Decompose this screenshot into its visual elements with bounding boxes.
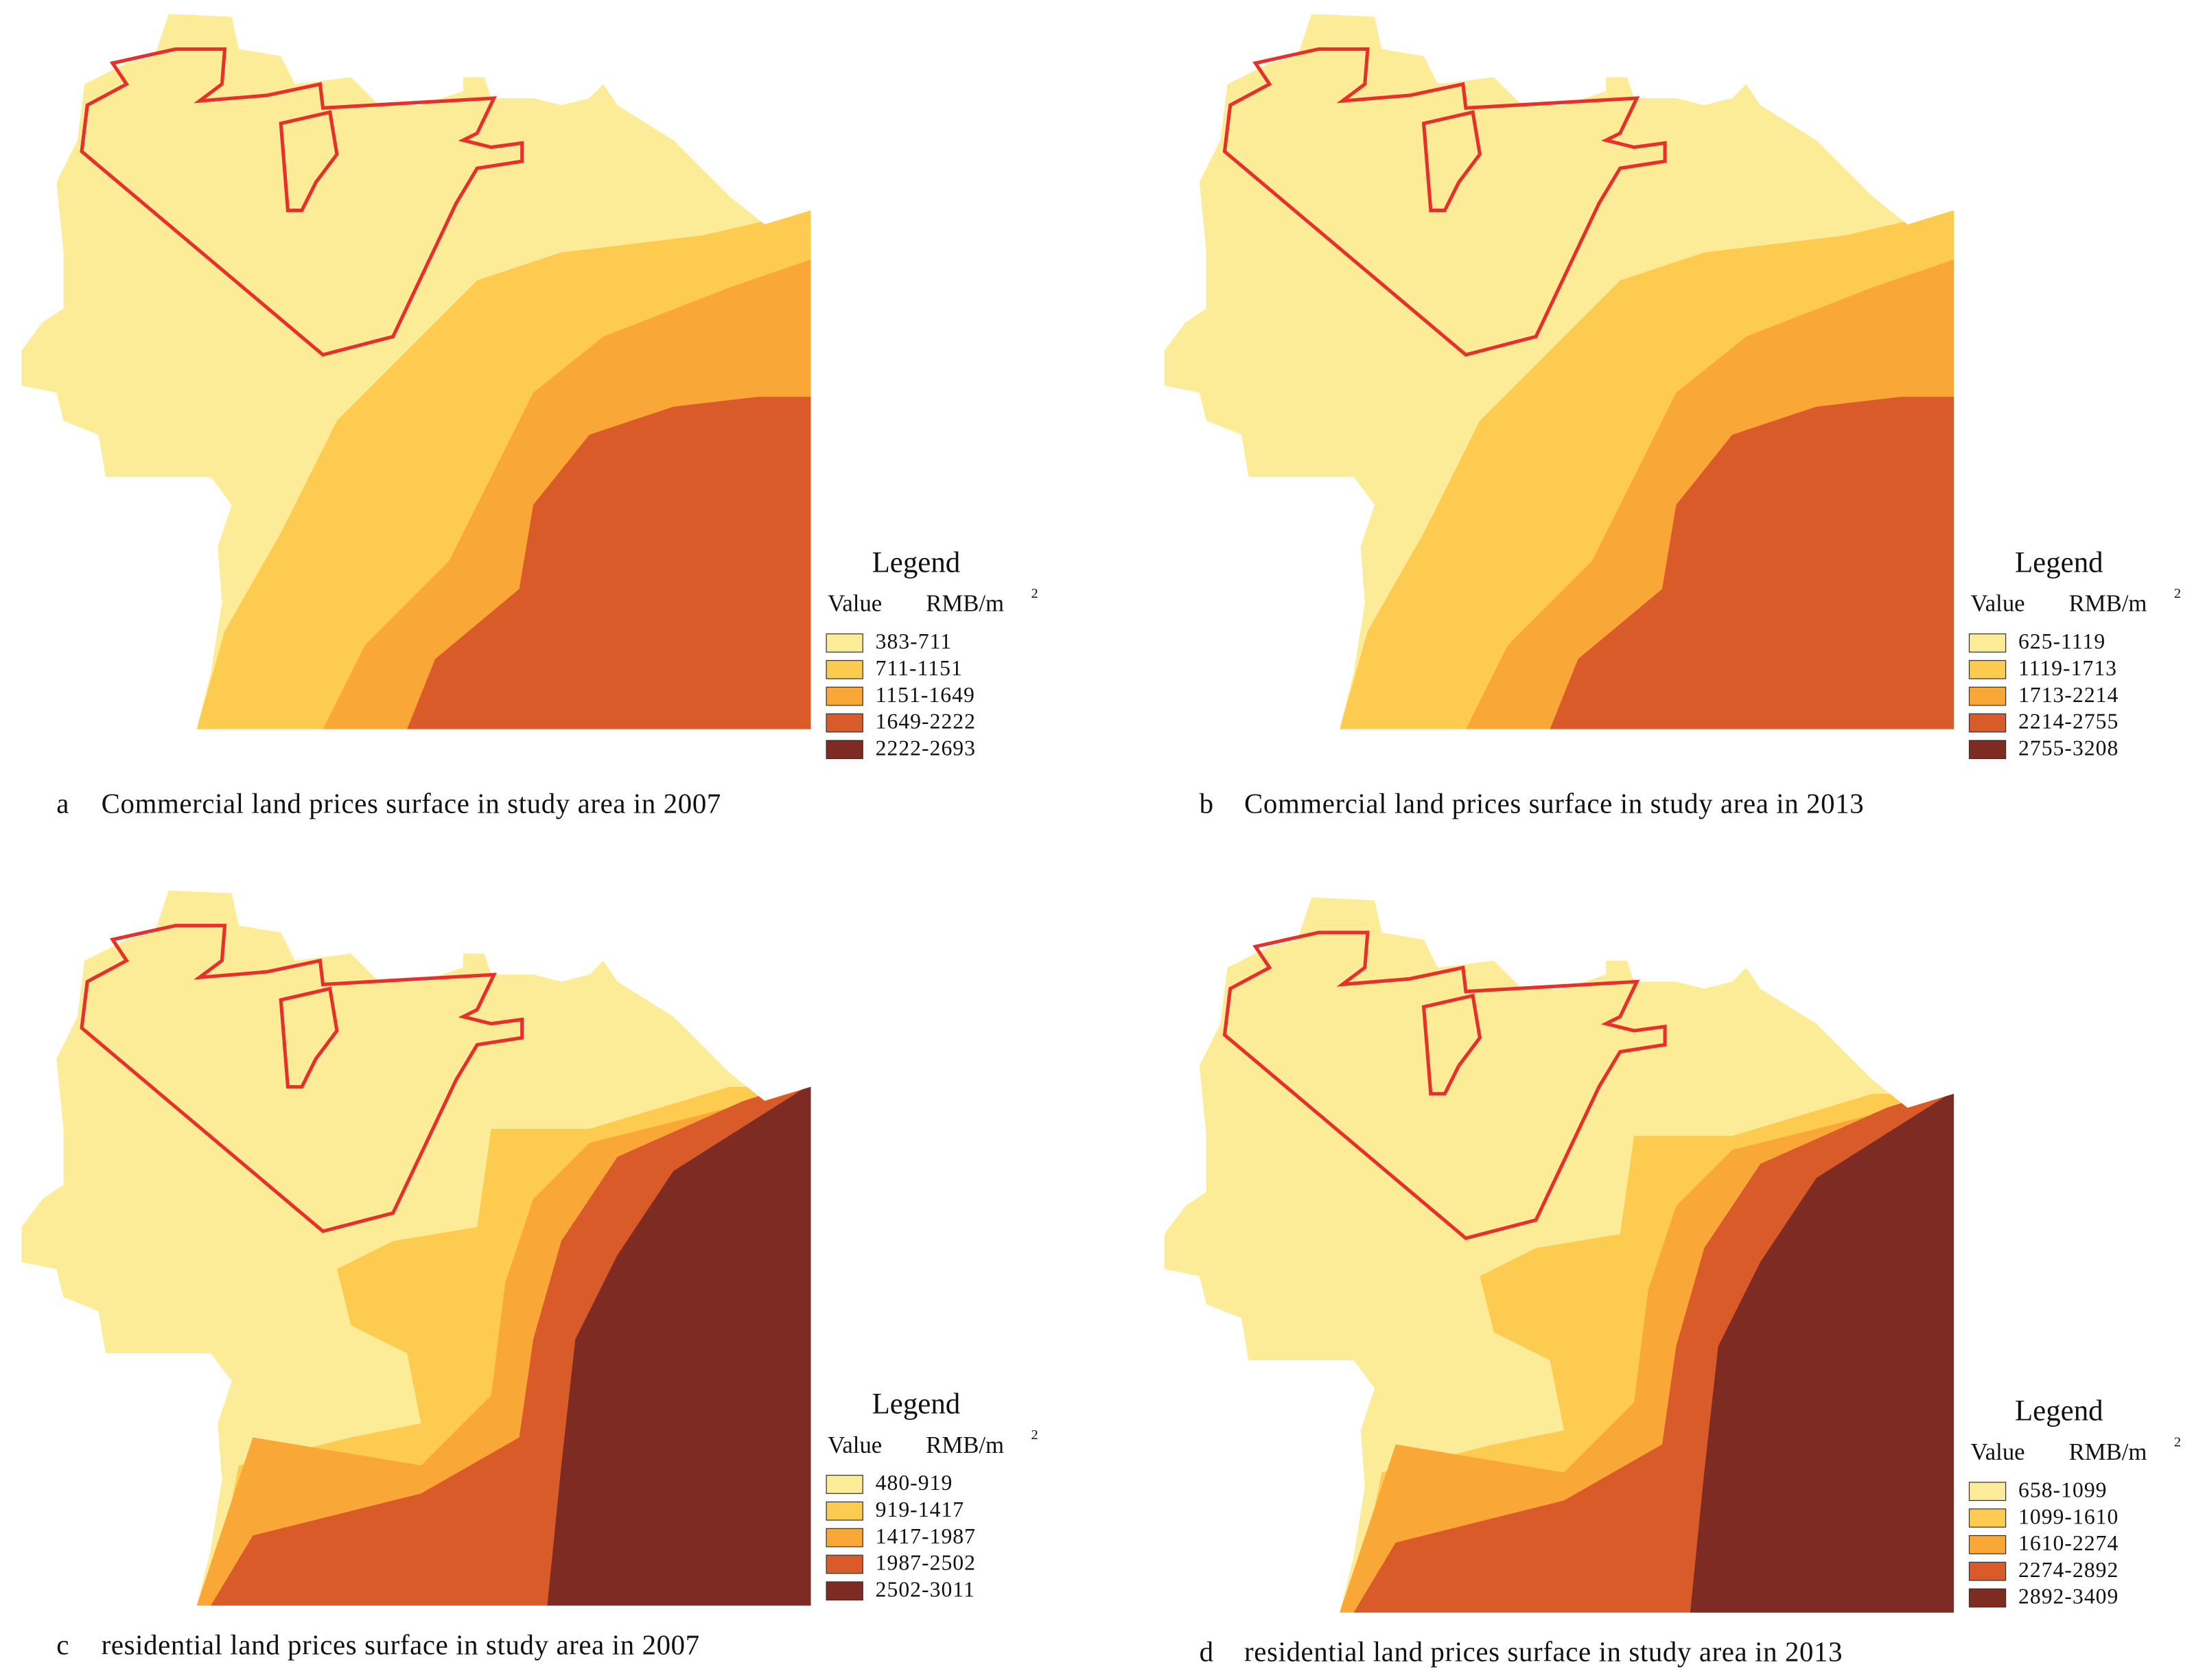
map [1164, 14, 1954, 730]
legend-swatch [1968, 713, 2007, 733]
urban-boundary [279, 110, 339, 213]
legend-swatch [1968, 740, 2007, 760]
legend-swatch [1968, 660, 2007, 679]
price-zone [1550, 397, 1954, 730]
legend-label: 1610-2274 [2018, 1531, 2119, 1555]
urban-boundary [279, 986, 339, 1089]
legend-swatch [1968, 1508, 2007, 1528]
caption-letter: a [56, 788, 69, 819]
legend-swatch [826, 713, 863, 733]
legend-title: Legend [872, 1388, 961, 1420]
caption-letter: d [1200, 1637, 1214, 1668]
price-zone [547, 1084, 811, 1606]
legend-label: 2214-2755 [2018, 710, 2119, 734]
urban-boundary [1222, 931, 1667, 1241]
legend-unit: RMB/m [2069, 1438, 2147, 1465]
legend-label: 1151-1649 [876, 683, 975, 707]
legend-swatch [826, 1554, 863, 1574]
legend-swatch [826, 1501, 863, 1521]
legend-swatch [826, 740, 863, 760]
legend-title: Legend [2015, 546, 2103, 579]
legend-label: 625-1119 [2018, 629, 2105, 653]
legend-swatch [1968, 1535, 2007, 1554]
legend-unit: RMB/m [2069, 590, 2147, 617]
legend-label: 480-919 [876, 1471, 953, 1495]
map [21, 14, 811, 730]
legend-label: 1417-1987 [876, 1524, 976, 1548]
legend-label: 2892-3409 [2018, 1585, 2119, 1609]
legend-swatch [1968, 1588, 2007, 1608]
legend-label: 1649-2222 [876, 710, 976, 734]
boundary [80, 47, 524, 357]
panel: Legend Value RMB/m 2 383-711 711-1151 1151-164… [21, 14, 1038, 819]
caption: residential land prices surface in study… [1244, 1637, 1843, 1668]
legend-unit: RMB/m [926, 1432, 1004, 1458]
legend-swatch [1968, 1561, 2007, 1581]
legend-swatch [1968, 633, 2007, 653]
boundary [80, 924, 524, 1233]
legend-unit-sup: 2 [2174, 1434, 2182, 1449]
legend-field: Value [1971, 1438, 2025, 1465]
legend-title: Legend [872, 546, 961, 579]
legend-label: 919-1417 [876, 1497, 965, 1521]
legend-label: 383-711 [876, 629, 953, 653]
legend-label: 1099-1610 [2018, 1504, 2119, 1528]
legend-swatch [826, 686, 863, 706]
map [1164, 897, 1954, 1613]
urban-boundary [80, 47, 524, 357]
legend-swatch [826, 1475, 863, 1494]
legend-field: Value [828, 590, 882, 617]
urban-boundary [1222, 47, 1667, 357]
legend-swatch [826, 660, 863, 679]
legend-field: Value [828, 1432, 882, 1458]
urban-boundary [80, 924, 524, 1233]
urban-boundary [1421, 110, 1482, 213]
legend-label: 2755-3208 [2018, 736, 2119, 760]
caption: Commercial land prices surface in study … [1244, 788, 1864, 819]
legend-swatch [1968, 686, 2007, 706]
legend-title: Legend [2015, 1395, 2103, 1427]
legend-swatch [826, 1528, 863, 1548]
urban-boundary [1421, 993, 1482, 1096]
legend-label: 1119-1713 [2018, 656, 2117, 680]
price-zone [407, 397, 811, 730]
price-zone [1690, 1090, 1954, 1613]
caption: residential land prices surface in study… [102, 1629, 700, 1660]
boundary [1222, 47, 1667, 357]
legend-unit: RMB/m [926, 590, 1004, 617]
boundary [1222, 931, 1667, 1241]
legend-swatch [1968, 1482, 2007, 1502]
legend-label: 2502-3011 [876, 1578, 975, 1602]
caption: Commercial land prices surface in study … [102, 788, 721, 819]
legend-label: 2222-2693 [876, 736, 976, 760]
legend-swatch [826, 633, 863, 653]
legend-label: 2274-2892 [2018, 1558, 2119, 1582]
legend-label: 1713-2214 [2018, 683, 2119, 707]
legend-label: 1987-2502 [876, 1551, 976, 1575]
legend-unit-sup: 2 [1031, 1427, 1038, 1443]
legend-field: Value [1971, 590, 2025, 617]
legend-label: 711-1151 [876, 656, 963, 680]
legend-swatch [826, 1581, 863, 1601]
caption-letter: c [56, 1629, 69, 1660]
legend-unit-sup: 2 [1031, 586, 1038, 601]
caption-letter: b [1200, 788, 1214, 819]
legend-label: 658-1099 [2018, 1478, 2108, 1502]
legend-unit-sup: 2 [2174, 586, 2182, 601]
panel: Legend Value RMB/m 2 625-1119 1119-1713 1713-2… [1164, 14, 2182, 819]
map [21, 890, 811, 1606]
